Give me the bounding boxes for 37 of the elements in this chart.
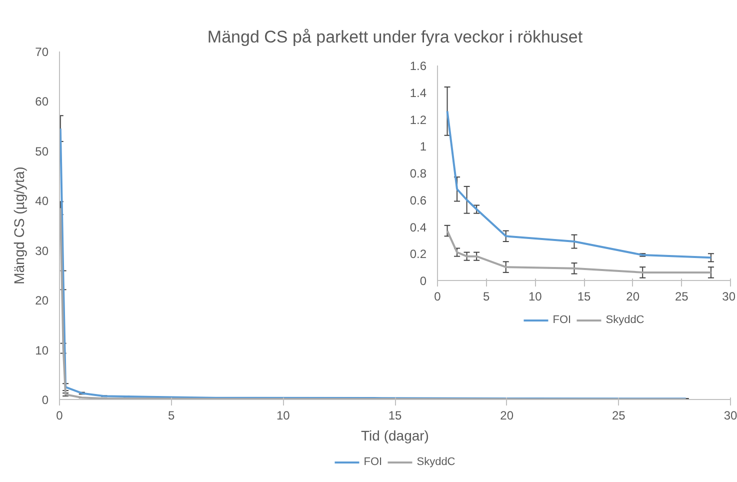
x-tick-label: 15 bbox=[577, 290, 591, 304]
y-tick-label: 1.4 bbox=[410, 86, 427, 100]
x-tick-label: 5 bbox=[168, 408, 175, 422]
y-tick-label: 0 bbox=[420, 274, 427, 288]
y-tick-label: 0 bbox=[42, 393, 49, 407]
x-tick-label: 20 bbox=[500, 408, 514, 422]
y-tick-label: 70 bbox=[35, 45, 49, 59]
x-tick-label: 30 bbox=[724, 408, 737, 422]
x-axis-title: Tid (dagar) bbox=[361, 428, 429, 444]
y-tick-label: 60 bbox=[35, 94, 49, 109]
x-tick-label: 20 bbox=[626, 290, 640, 304]
x-tick-label: 10 bbox=[528, 290, 542, 304]
y-tick-label: 50 bbox=[35, 144, 49, 158]
x-tick-label: 0 bbox=[56, 408, 64, 422]
x-tick-label: 0 bbox=[434, 290, 442, 304]
y-tick-label: 1.6 bbox=[410, 59, 427, 73]
legend-label: SkyddC bbox=[606, 314, 644, 326]
legend-label: FOI bbox=[364, 456, 384, 468]
y-axis-title: Mängd CS (µg/yta) bbox=[11, 166, 28, 284]
y-tick-label: 40 bbox=[35, 194, 49, 208]
x-tick-label: 5 bbox=[482, 290, 490, 304]
y-tick-label: 0.6 bbox=[410, 193, 427, 208]
y-tick-label: 0.4 bbox=[410, 220, 427, 234]
y-tick-label: 0.2 bbox=[410, 247, 427, 262]
x-tick-label: 30 bbox=[722, 290, 736, 304]
y-tick-label: 1 bbox=[420, 140, 427, 154]
chart-title: Mängd CS på parkett under fyra veckor i rökhuset bbox=[207, 28, 583, 46]
y-tick-label: 10 bbox=[35, 343, 49, 358]
legend-label: SkyddC bbox=[416, 456, 456, 468]
y-tick-label: 1.2 bbox=[410, 112, 427, 127]
x-tick-label: 25 bbox=[612, 408, 626, 422]
x-tick-label: 15 bbox=[388, 408, 402, 422]
y-tick-label: 0.8 bbox=[410, 166, 427, 180]
legend-label: FOI bbox=[552, 314, 572, 326]
x-tick-label: 10 bbox=[276, 408, 290, 422]
x-tick-label: 25 bbox=[674, 290, 689, 304]
y-tick-label: 30 bbox=[35, 244, 49, 258]
